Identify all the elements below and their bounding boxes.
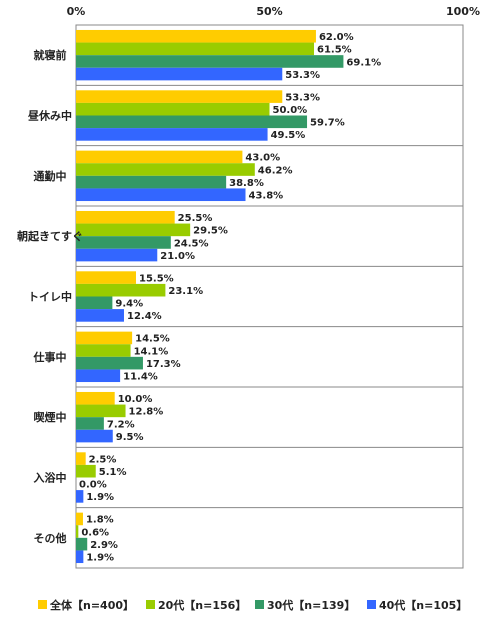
bar [76,150,243,164]
value-label: 49.5% [271,130,306,141]
legend-label: 20代【n=156】 [158,598,246,612]
bar [76,464,96,478]
value-label: 43.8% [249,191,284,202]
value-label: 23.1% [168,286,203,297]
x-tick-label: 50% [256,5,282,18]
value-label: 2.9% [90,540,118,551]
bar [76,223,191,237]
bar [76,452,86,465]
value-label: 1.9% [86,492,114,503]
legend-swatch [367,600,376,609]
value-label: 61.5% [317,45,352,56]
category-label: 朝起きてすぐ [17,229,83,243]
value-label: 38.8% [229,178,264,189]
bar [76,102,270,116]
bar [76,429,113,443]
value-label: 0.6% [81,527,109,538]
value-label: 46.2% [258,165,293,176]
value-label: 59.7% [310,118,345,129]
value-label: 2.5% [89,454,117,465]
bar [76,210,175,224]
bar [76,309,124,322]
bar [76,369,121,383]
category-label: 仕事中 [33,350,67,364]
value-label: 69.1% [346,57,381,68]
bar [76,490,84,503]
bar [76,67,283,81]
bar [76,391,115,405]
bar [76,271,136,284]
bar [76,175,227,189]
value-label: 5.1% [99,467,127,478]
bar [76,404,126,418]
bar [76,512,83,526]
bar [76,248,158,262]
value-label: 21.0% [160,251,195,262]
category-label: トイレ中 [28,290,72,304]
bar [76,296,113,310]
value-label: 9.5% [116,432,144,443]
value-label: 10.0% [118,394,153,405]
category-label: 昼休み中 [27,109,72,123]
value-label: 14.5% [135,334,170,345]
x-axis-ticks: 0% 50% 100% [67,5,480,18]
value-label: 12.8% [129,407,164,418]
value-label: 29.5% [193,226,228,237]
bar [76,344,131,357]
x-tick-label: 0% [67,5,86,18]
bar [76,128,268,141]
legend-swatch [38,600,47,609]
value-label: 43.0% [245,153,280,164]
value-label: 12.4% [127,311,162,322]
category-label: 通勤中 [34,169,67,183]
bar [76,356,143,370]
value-label: 1.9% [86,553,114,564]
bar [76,550,84,564]
value-label: 25.5% [178,213,213,224]
value-label: 0.0% [79,480,107,491]
value-label: 50.0% [273,105,308,116]
value-label: 9.4% [115,299,143,310]
category-label: 就寝前 [34,48,67,62]
bar [76,188,246,202]
value-label: 11.4% [123,372,158,383]
bar [76,42,315,56]
value-label: 62.0% [319,32,354,43]
bar [76,331,133,345]
category-label: 喫煙中 [34,410,67,424]
bars-group [76,29,344,564]
category-separators [76,84,463,509]
legend-swatch [255,600,264,609]
value-label: 17.3% [146,359,181,370]
bar [76,29,316,43]
value-labels-group: 62.0% 61.5%69.1% 53.3% 53.3% 50.0%59.7% 49.5%… [79,32,381,563]
value-label: 15.5% [139,273,174,284]
legend-label: 全体【n=400】 [49,598,134,612]
value-label: 1.8% [86,515,114,526]
bar [76,236,171,249]
bar [76,537,88,551]
legend-label: 40代【n=105】 [379,598,467,612]
bar [76,417,104,430]
category-label: その他 [34,531,67,545]
category-label: 入浴中 [34,471,67,485]
x-tick-label: 100% [446,5,480,18]
legend: 全体【n=400】 20代【n=156】 30代【n=139】 40代【n=105】 [38,598,467,612]
bar [76,115,308,129]
value-label: 24.5% [174,238,209,249]
bar [76,55,344,68]
value-label: 7.2% [107,419,135,430]
value-label: 53.3% [285,92,320,103]
bar [76,525,79,538]
value-label: 53.3% [285,70,320,81]
bar [76,163,255,176]
bar [76,90,283,103]
legend-swatch [146,600,155,609]
value-label: 14.1% [134,346,169,357]
bar [76,283,166,297]
legend-label: 30代【n=139】 [267,598,355,612]
